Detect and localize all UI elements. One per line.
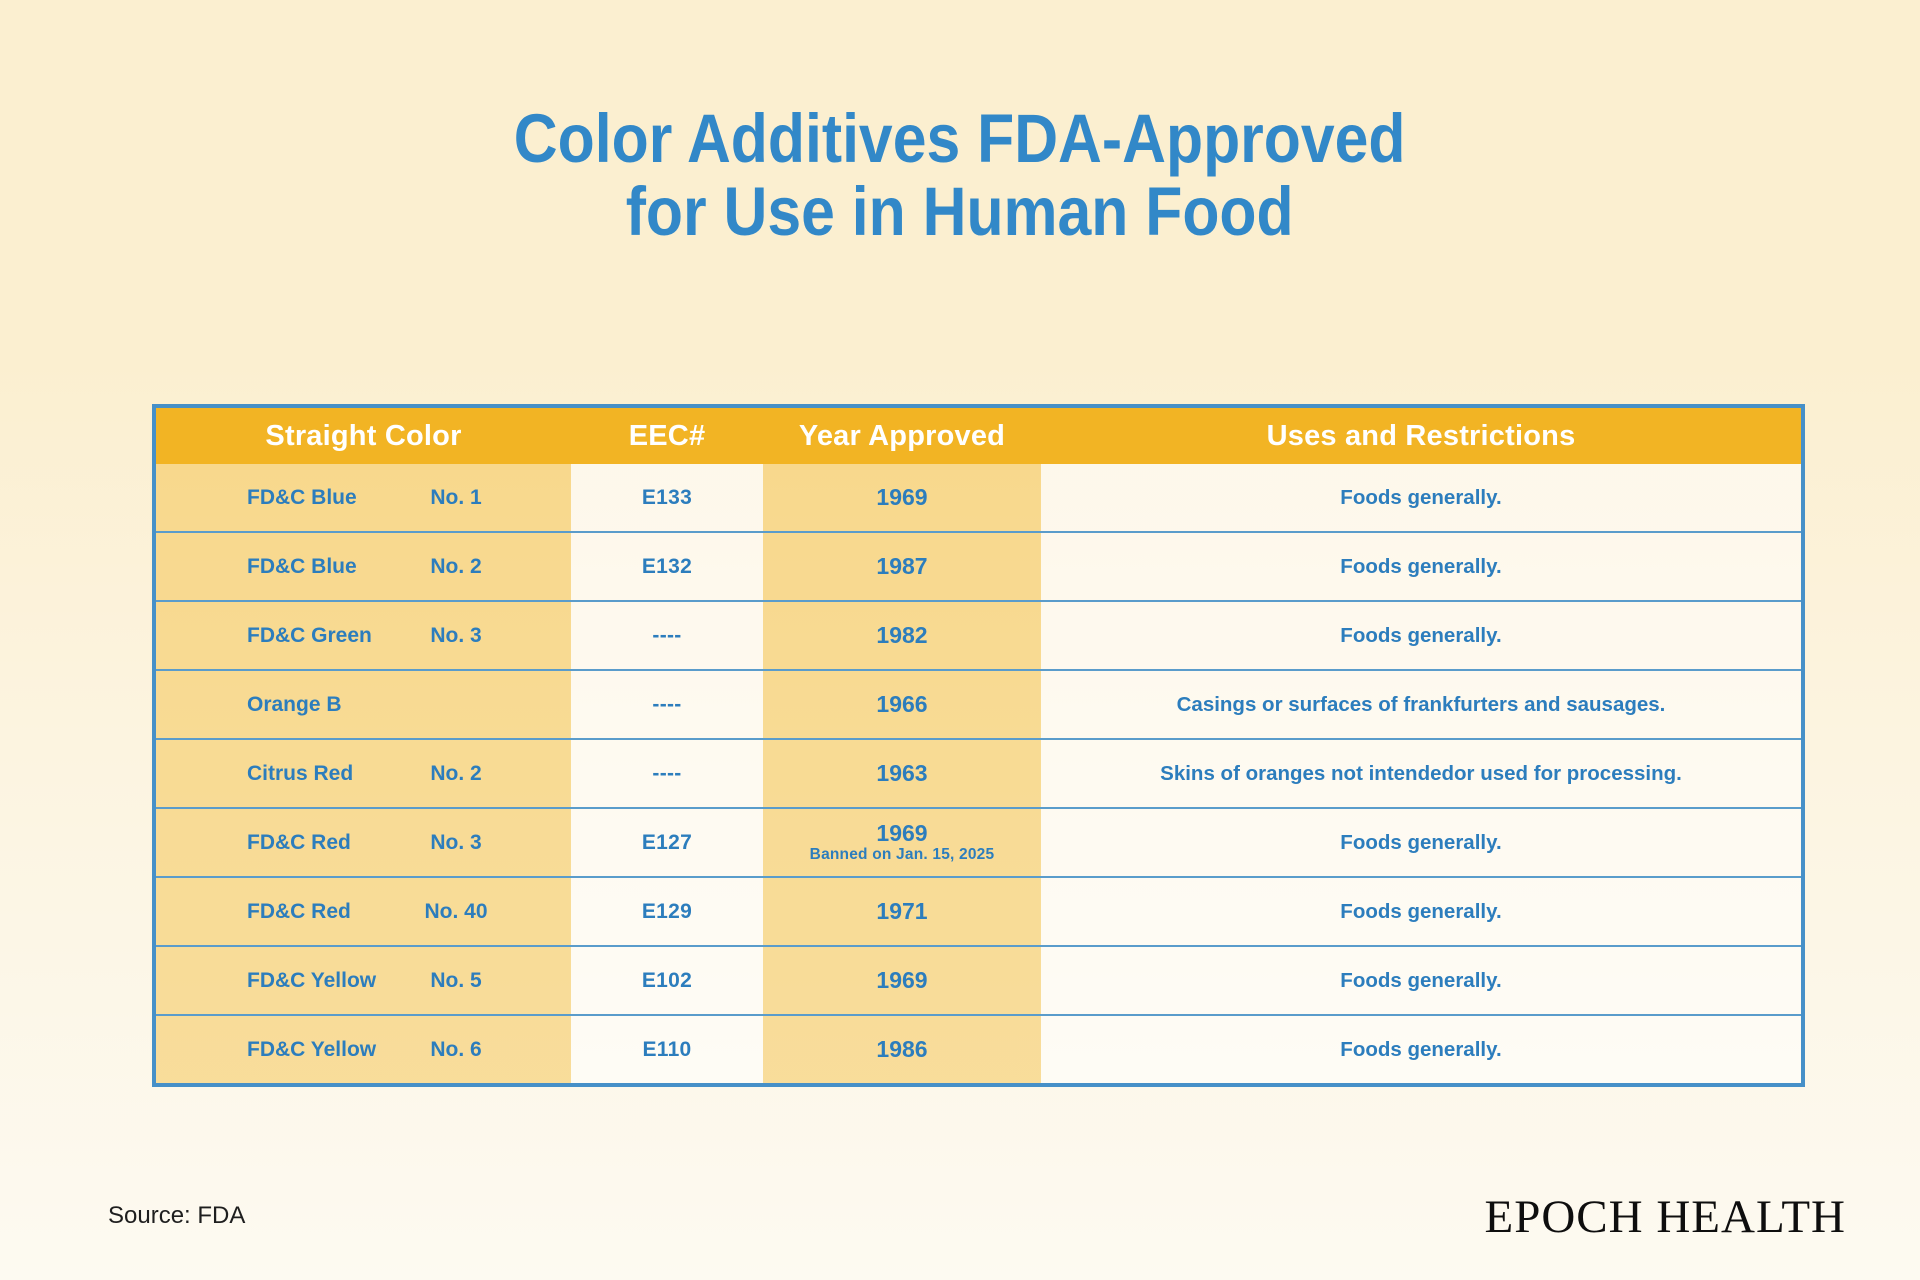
- header-year-approved: Year Approved: [798, 419, 1006, 452]
- uses-cell: Foods generally.: [1041, 947, 1801, 1014]
- eec-cell: E110: [571, 1016, 763, 1083]
- color-number: No. 2: [430, 554, 482, 578]
- color-number: No. 5: [430, 968, 482, 992]
- color-name: FD&C Yellow: [247, 1037, 377, 1061]
- table-row: Citrus Red No. 2 ---- 1963 Skins of oran…: [156, 738, 1801, 807]
- year-value: 1969: [876, 820, 928, 846]
- table-row: FD&C Blue No. 1 E133 1969 Foods generall…: [156, 464, 1801, 531]
- source-credit: Source: FDA: [108, 1202, 246, 1229]
- banned-note: Banned on Jan. 15, 2025: [809, 846, 995, 863]
- header-uses-restrictions: Uses and Restrictions: [1266, 419, 1576, 452]
- year-cell: 1971: [763, 878, 1041, 945]
- uses-cell: Foods generally.: [1041, 533, 1801, 600]
- year-value: 1969: [876, 967, 928, 993]
- table-row: FD&C Red No. 40 E129 1971 Foods generall…: [156, 876, 1801, 945]
- color-number: No. 3: [430, 830, 482, 854]
- eec-cell: ----: [571, 671, 763, 738]
- straight-color-cell: Citrus Red No. 2: [156, 740, 571, 807]
- year-cell: 1986: [763, 1016, 1041, 1083]
- title-line-2: for Use in Human Food: [626, 173, 1294, 250]
- straight-color-cell: FD&C Red No. 3: [156, 809, 571, 876]
- uses-cell: Foods generally.: [1041, 809, 1801, 876]
- eec-cell: E102: [571, 947, 763, 1014]
- color-number: No. 1: [430, 485, 482, 509]
- year-value: 1987: [876, 553, 928, 579]
- year-value: 1963: [876, 760, 928, 786]
- color-number: No. 40: [424, 899, 488, 923]
- color-name: FD&C Red: [247, 899, 351, 923]
- title-line-1: Color Additives FDA-Approved: [514, 100, 1406, 177]
- year-cell: 1963: [763, 740, 1041, 807]
- page-title: Color Additives FDA-Approved for Use in H…: [0, 102, 1920, 248]
- eec-cell: E127: [571, 809, 763, 876]
- year-value: 1966: [876, 691, 928, 717]
- uses-cell: Foods generally.: [1041, 602, 1801, 669]
- year-cell: 1969 Banned on Jan. 15, 2025: [763, 809, 1041, 876]
- infographic-title: Color Additives FDA-Approved for Use in H…: [514, 102, 1406, 248]
- table-row: FD&C Yellow No. 6 E110 1986 Foods genera…: [156, 1014, 1801, 1083]
- color-name: FD&C Yellow: [247, 968, 377, 992]
- color-name: Orange B: [247, 692, 342, 716]
- color-number: No. 6: [430, 1037, 482, 1061]
- straight-color-cell: FD&C Red No. 40: [156, 878, 571, 945]
- uses-cell: Foods generally.: [1041, 878, 1801, 945]
- year-cell: 1966: [763, 671, 1041, 738]
- straight-color-cell: FD&C Yellow No. 6: [156, 1016, 571, 1083]
- eec-cell: E133: [571, 464, 763, 531]
- year-value: 1969: [876, 484, 928, 510]
- table-row: FD&C Blue No. 2 E132 1987 Foods generall…: [156, 531, 1801, 600]
- year-value: 1982: [876, 622, 928, 648]
- eec-cell: E132: [571, 533, 763, 600]
- uses-cell: Casings or surfaces of frankfurters and …: [1041, 671, 1801, 738]
- table-row: FD&C Red No. 3 E127 1969 Banned on Jan. …: [156, 807, 1801, 876]
- table-row: Orange B ---- 1966 Casings or surfaces o…: [156, 669, 1801, 738]
- straight-color-cell: FD&C Blue No. 1: [156, 464, 571, 531]
- additives-table: Straight Color EEC# Year Approved Uses a…: [152, 404, 1805, 1087]
- color-name: Citrus Red: [247, 761, 354, 785]
- eec-cell: ----: [571, 740, 763, 807]
- eec-cell: E129: [571, 878, 763, 945]
- color-name: FD&C Red: [247, 830, 351, 854]
- header-eec: EEC#: [628, 419, 706, 452]
- uses-cell: Foods generally.: [1041, 464, 1801, 531]
- straight-color-cell: Orange B: [156, 671, 571, 738]
- straight-color-cell: FD&C Blue No. 2: [156, 533, 571, 600]
- table-row: FD&C Yellow No. 5 E102 1969 Foods genera…: [156, 945, 1801, 1014]
- color-name: FD&C Green: [247, 623, 372, 647]
- epoch-health-logo: EPOCH HEALTH: [1484, 1191, 1846, 1243]
- straight-color-cell: FD&C Yellow No. 5: [156, 947, 571, 1014]
- color-number: No. 2: [430, 761, 482, 785]
- color-name: FD&C Blue: [247, 485, 357, 509]
- color-name: FD&C Blue: [247, 554, 357, 578]
- color-number: No. 3: [430, 623, 482, 647]
- eec-cell: ----: [571, 602, 763, 669]
- year-value: 1986: [876, 1036, 928, 1062]
- year-value: 1971: [876, 898, 928, 924]
- uses-cell: Foods generally.: [1041, 1016, 1801, 1083]
- year-cell: 1969: [763, 947, 1041, 1014]
- header-straight-color: Straight Color: [265, 419, 462, 452]
- year-cell: 1987: [763, 533, 1041, 600]
- year-cell: 1982: [763, 602, 1041, 669]
- table-header-row: Straight Color EEC# Year Approved Uses a…: [156, 408, 1801, 464]
- table-row: FD&C Green No. 3 ---- 1982 Foods general…: [156, 600, 1801, 669]
- straight-color-cell: FD&C Green No. 3: [156, 602, 571, 669]
- uses-cell: Skins of oranges not intendedor used for…: [1041, 740, 1801, 807]
- year-cell: 1969: [763, 464, 1041, 531]
